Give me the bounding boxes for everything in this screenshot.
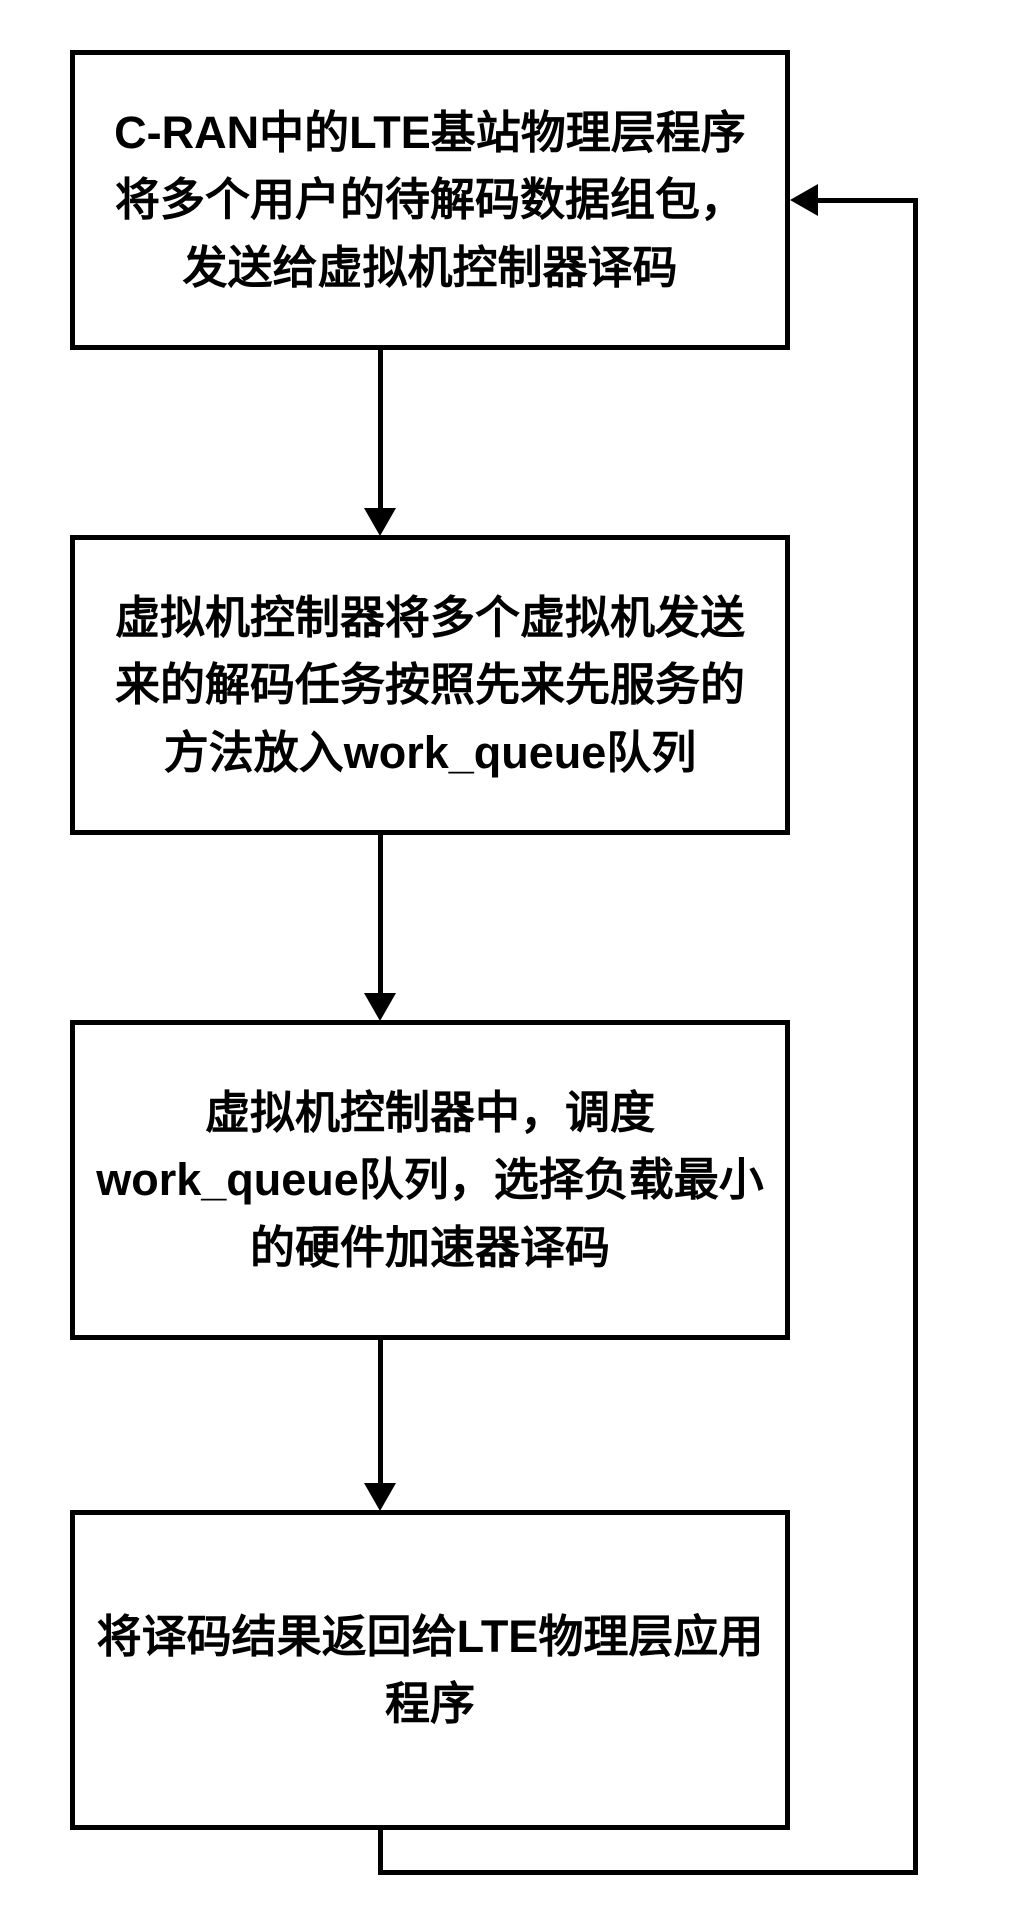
flow-box-1: C-RAN中的LTE基站物理层程序将多个用户的待解码数据组包，发送给虚拟机控制器… bbox=[70, 50, 790, 350]
feedback-right bbox=[913, 200, 918, 1875]
flow-box-4-text: 将译码结果返回给LTE物理层应用程序 bbox=[95, 1603, 765, 1738]
flow-box-3-text: 虚拟机控制器中，调度work_queue队列，选择负载最小的硬件加速器译码 bbox=[95, 1079, 765, 1282]
flow-box-3: 虚拟机控制器中，调度work_queue队列，选择负载最小的硬件加速器译码 bbox=[70, 1020, 790, 1340]
feedback-top bbox=[815, 198, 918, 203]
flow-box-2-text: 虚拟机控制器将多个虚拟机发送来的解码任务按照先来先服务的方法放入work_que… bbox=[95, 584, 765, 787]
arrowhead-3-4 bbox=[364, 1483, 396, 1511]
arrowhead-1-2 bbox=[364, 508, 396, 536]
feedback-down bbox=[378, 1830, 383, 1875]
flow-box-2: 虚拟机控制器将多个虚拟机发送来的解码任务按照先来先服务的方法放入work_que… bbox=[70, 535, 790, 835]
feedback-arrowhead bbox=[790, 184, 818, 216]
flow-box-4: 将译码结果返回给LTE物理层应用程序 bbox=[70, 1510, 790, 1830]
arrowhead-2-3 bbox=[364, 993, 396, 1021]
arrow-3-4 bbox=[378, 1340, 383, 1485]
feedback-bottom bbox=[378, 1870, 918, 1875]
arrow-2-3 bbox=[378, 835, 383, 995]
arrow-1-2 bbox=[378, 350, 383, 510]
flowchart-container: C-RAN中的LTE基站物理层程序将多个用户的待解码数据组包，发送给虚拟机控制器… bbox=[0, 0, 1034, 1927]
flow-box-1-text: C-RAN中的LTE基站物理层程序将多个用户的待解码数据组包，发送给虚拟机控制器… bbox=[95, 99, 765, 302]
